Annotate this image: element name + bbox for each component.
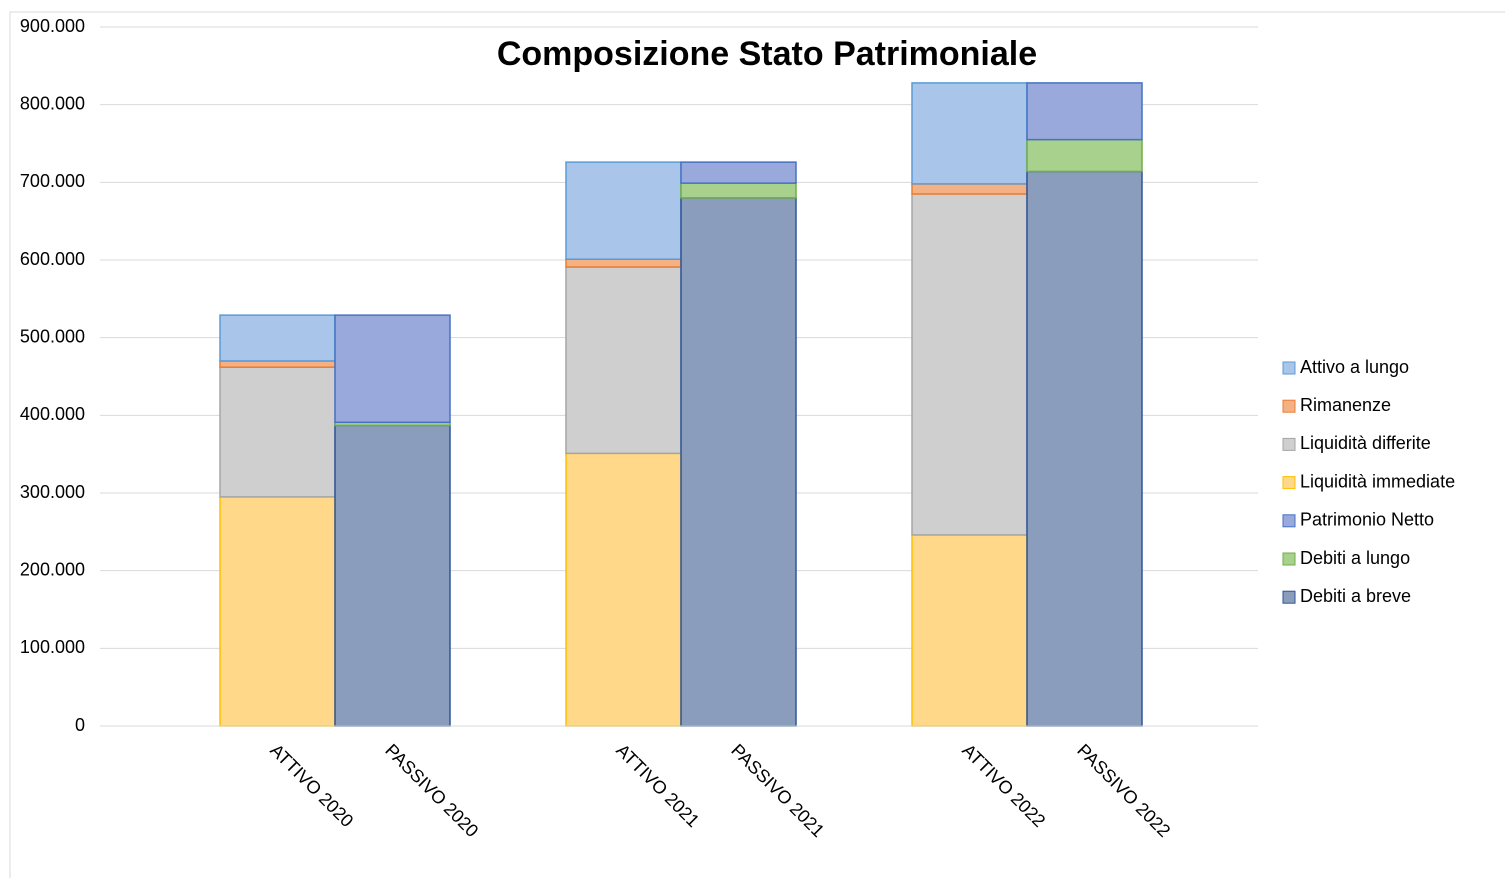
- legend-label: Attivo a lungo: [1300, 357, 1409, 377]
- legend-swatch: [1282, 552, 1296, 566]
- x-tick-label: ATTIVO 2022: [958, 740, 1049, 831]
- bar-segment: [565, 452, 682, 727]
- bar-segment: [1026, 138, 1143, 173]
- legend-swatch: [1282, 514, 1296, 528]
- x-tick-label: ATTIVO 2020: [266, 740, 357, 831]
- bar-segment: [1026, 170, 1143, 727]
- legend-swatch: [1282, 361, 1296, 375]
- bar-segment: [565, 161, 682, 260]
- bar-segment: [911, 82, 1028, 185]
- bar-segment: [680, 182, 797, 199]
- bar-segment: [911, 183, 1028, 195]
- y-tick-label: 400.000: [20, 404, 85, 424]
- bar-segment: [680, 161, 797, 184]
- bar-segment: [565, 258, 682, 268]
- x-tick-label: ATTIVO 2021: [612, 740, 703, 831]
- x-tick-label: PASSIVO 2022: [1073, 740, 1174, 841]
- legend-label: Rimanenze: [1300, 395, 1391, 415]
- y-tick-label: 500.000: [20, 326, 85, 346]
- legend-label: Liquidità immediate: [1300, 471, 1455, 491]
- chart-border: [9, 11, 1505, 878]
- y-tick-label: 700.000: [20, 171, 85, 191]
- legend-label: Debiti a breve: [1300, 586, 1411, 606]
- bar-segment: [219, 314, 336, 362]
- y-tick-label: 600.000: [20, 249, 85, 269]
- legend-label: Patrimonio Netto: [1300, 510, 1434, 530]
- bar-segment: [565, 266, 682, 455]
- bar-segment: [334, 314, 451, 424]
- bar-segment: [219, 366, 336, 498]
- bar-segment: [680, 197, 797, 727]
- y-tick-label: 300.000: [20, 482, 85, 502]
- bar-segment: [911, 193, 1028, 536]
- chart-title: Composizione Stato Patrimoniale: [497, 35, 1037, 73]
- legend-swatch: [1282, 590, 1296, 604]
- y-tick-label: 900.000: [20, 16, 85, 36]
- x-tick-label: PASSIVO 2021: [727, 740, 828, 841]
- bar-segment: [334, 424, 451, 727]
- y-tick-label: 0: [75, 715, 85, 735]
- y-tick-label: 800.000: [20, 93, 85, 113]
- bar-segment: [1026, 82, 1143, 141]
- bar-segment: [219, 360, 336, 368]
- y-tick-label: 100.000: [20, 637, 85, 657]
- legend-swatch: [1282, 399, 1296, 413]
- legend-swatch: [1282, 476, 1296, 490]
- legend-label: Debiti a lungo: [1300, 548, 1410, 568]
- x-tick-label: PASSIVO 2020: [381, 740, 482, 841]
- legend-swatch: [1282, 437, 1296, 451]
- bar-segment: [219, 496, 336, 727]
- y-tick-label: 200.000: [20, 559, 85, 579]
- legend-label: Liquidità differite: [1300, 433, 1431, 453]
- bar-segment: [911, 534, 1028, 727]
